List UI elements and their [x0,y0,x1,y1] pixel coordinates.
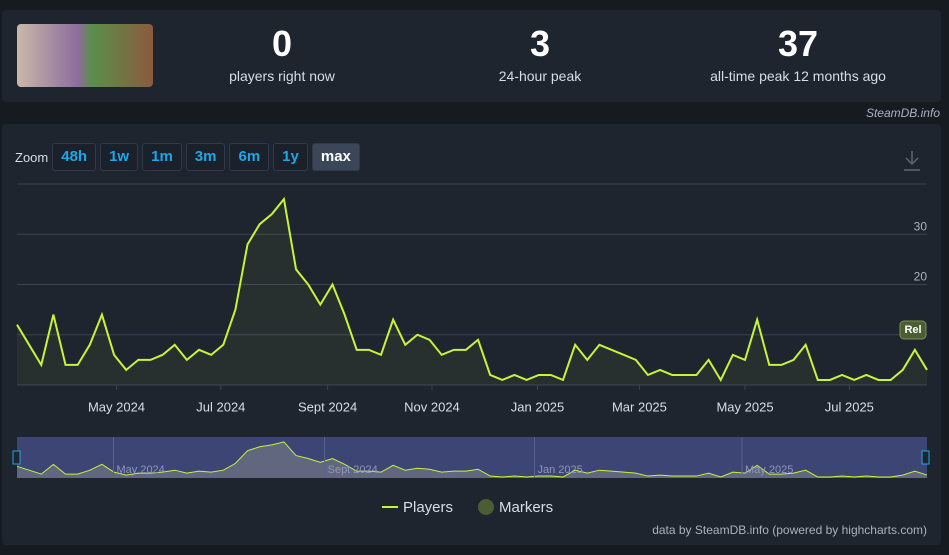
zoom-label: Zoom [15,149,49,165]
download-icon [904,151,920,171]
stat-value: 0 [271,23,293,64]
zoom-button[interactable]: 1m [142,143,182,171]
stat-value: 3 [529,23,551,64]
stat-label: all-time peak 12 months ago [710,68,886,84]
legend-label: Markers [499,499,553,516]
stat-label: players right now [229,68,335,84]
x-tick-label: Nov 2024 [404,399,460,414]
stats-panel: 0 players right now 3 24-hour peak 37 all-t… [2,10,941,102]
navigator-area [17,441,927,478]
credit: SteamDB.info [865,106,940,120]
y-tick-label: 30 [914,219,928,233]
x-tick-label: Mar 2025 [612,399,667,414]
footer: data by SteamDB.info (powered by highcha… [652,523,927,537]
x-tick-label: Jul 2025 [825,399,874,414]
stat: 37 all-time peak 12 months ago [678,23,918,85]
x-tick-label: Sept 2024 [298,399,357,414]
marker-label: Rel [904,324,921,336]
zoom-button[interactable]: 1y [273,143,308,171]
stat-value: 37 [777,23,819,64]
zoom-button[interactable]: 6m [229,143,270,171]
navigator-tick-label: May 2024 [116,464,164,476]
stat: 3 24-hour peak [420,23,660,85]
game-thumbnail [17,24,153,87]
legend-label: Players [403,499,453,516]
marker-flag [899,320,927,340]
x-tick-label: May 2025 [716,399,773,414]
zoom-button[interactable]: max [311,143,360,171]
legend-marker [478,499,494,515]
stat-label: 24-hour peak [498,68,582,84]
zoom-button[interactable]: 3m [185,143,226,171]
area [17,199,927,385]
x-tick-label: May 2024 [88,399,145,414]
x-tick-label: Jul 2024 [196,399,245,414]
x-tick-label: Jan 2025 [511,399,565,414]
zoom-bar: Zoom 48h 1w 1m 3m 6m 1y max [15,143,360,171]
navigator-tick-label: Jan 2025 [538,464,583,476]
zoom-button[interactable]: 48h [52,143,97,171]
line [16,196,928,383]
stat: 0 players right now [162,23,402,85]
zoom-button[interactable]: 1w [100,143,139,171]
navigator-tick-label: May 2025 [745,464,793,476]
navigator-tick-label: Sept 2024 [328,464,378,476]
navigator-line [16,441,928,478]
navigator-handle [921,450,930,465]
navigator-handle [12,450,21,465]
y-tick-label: 20 [914,270,928,284]
